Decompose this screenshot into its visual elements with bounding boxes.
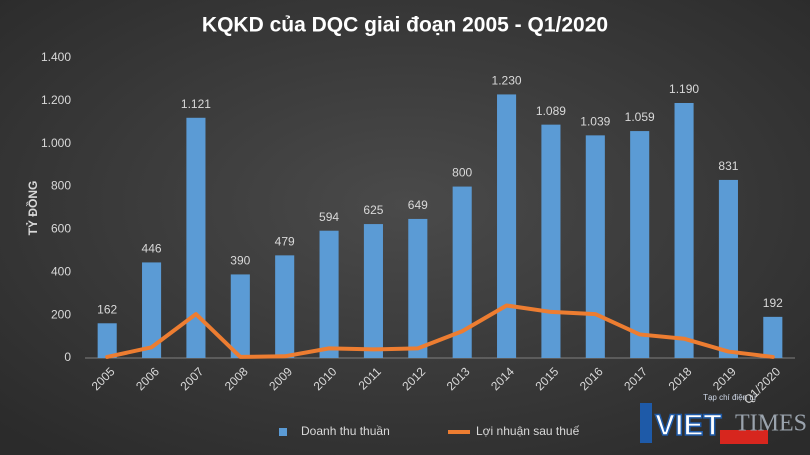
y-tick-label: 800 [51, 179, 71, 193]
bar [585, 135, 605, 358]
y-tick-label: 1.400 [41, 50, 71, 64]
bar [142, 262, 162, 358]
y-tick-label: 1.200 [41, 93, 71, 107]
y-axis-label: TỶ ĐỒNG [25, 181, 40, 236]
chart-title: KQKD của DQC giai đoạn 2005 - Q1/2020 [202, 14, 608, 37]
bar [630, 131, 650, 358]
data-label: 1.059 [625, 110, 655, 124]
y-tick-label: 400 [51, 264, 71, 278]
data-label: 594 [319, 210, 339, 224]
data-label: 800 [452, 166, 472, 180]
bar [452, 186, 472, 358]
bar [674, 103, 694, 358]
legend-label: Lợi nhuận sau thuế [476, 424, 580, 438]
bar [97, 323, 117, 358]
data-label: 831 [718, 159, 738, 173]
data-label: 649 [408, 198, 428, 212]
watermark-bar [640, 403, 652, 443]
bar [319, 230, 339, 358]
legend-label: Doanh thu thuần [301, 424, 390, 438]
data-label: 479 [275, 235, 295, 249]
data-label: 625 [363, 203, 383, 217]
line [105, 303, 775, 359]
bar [186, 117, 206, 359]
data-label: 1.089 [536, 104, 566, 118]
data-label: 390 [230, 254, 250, 268]
watermark-red [720, 430, 768, 444]
y-tick-label: 200 [51, 307, 71, 321]
bar [275, 255, 295, 358]
bar [363, 224, 383, 358]
watermark-tagline: Tạp chí điện tử [703, 393, 757, 402]
bar [230, 274, 250, 358]
y-tick-label: 1.000 [41, 136, 71, 150]
data-label: 162 [97, 302, 117, 316]
data-label: 192 [763, 296, 783, 310]
bar [763, 316, 783, 358]
data-label: 1.190 [669, 82, 699, 96]
y-tick-label: 600 [51, 222, 71, 236]
legend-swatch [279, 428, 287, 436]
bar [408, 218, 428, 358]
watermark: Tạp chí điện tử VIET TIMES [640, 393, 807, 444]
watermark-brand: VIET [655, 409, 722, 442]
bar [541, 124, 561, 359]
bar [718, 179, 738, 358]
y-tick-label: 0 [64, 350, 71, 364]
data-label: 1.039 [580, 115, 610, 129]
data-label: 1.121 [181, 97, 211, 111]
data-label: 1.230 [492, 74, 522, 88]
watermark-brand-b: TIMES [735, 411, 807, 437]
data-label: 446 [142, 242, 162, 256]
bar [497, 94, 517, 358]
